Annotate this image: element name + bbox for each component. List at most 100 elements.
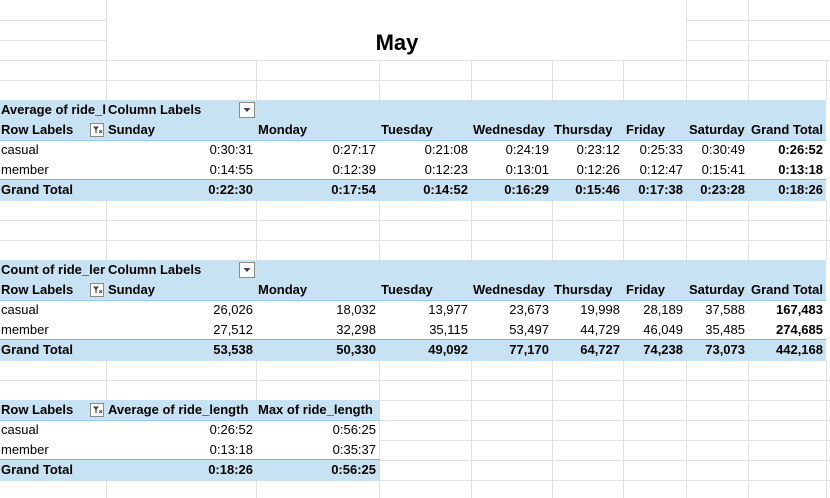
table-row: member 0:14:55 0:12:39 0:12:23 0:13:01 0… (0, 160, 826, 180)
value-cell[interactable]: 46,049 (643, 322, 683, 337)
dropdown-arrow-icon[interactable] (239, 102, 255, 118)
pivot2-col-header[interactable]: Sunday (108, 282, 155, 297)
total-cell[interactable]: 0:26:52 (778, 142, 823, 157)
pivot3-col-header[interactable]: Average of ride_length (108, 402, 249, 417)
pivot2-value-field[interactable]: Count of ride_ler (1, 262, 106, 277)
value-cell[interactable]: 53,497 (509, 322, 549, 337)
pivot1-col-header[interactable]: Sunday (108, 122, 155, 137)
total-cell[interactable]: 50,330 (336, 342, 376, 357)
value-cell[interactable]: 44,729 (580, 322, 620, 337)
pivot3-col-header[interactable]: Max of ride_length (258, 402, 373, 417)
row-label[interactable]: casual (1, 422, 39, 437)
value-cell[interactable]: 0:30:31 (209, 142, 253, 157)
pivot1-col-header[interactable]: Friday (626, 122, 666, 137)
total-cell[interactable]: 0:17:38 (638, 182, 683, 197)
pivot2-column-labels[interactable]: Column Labels (108, 262, 202, 277)
value-cell[interactable]: 0:56:25 (332, 422, 376, 437)
pivot2-col-header[interactable]: Saturday (689, 282, 745, 297)
row-label[interactable]: member (1, 442, 49, 457)
total-cell[interactable]: 0:22:30 (208, 182, 253, 197)
value-cell[interactable]: 0:12:26 (576, 162, 620, 177)
total-cell[interactable]: 49,092 (428, 342, 468, 357)
filter-icon[interactable] (90, 403, 104, 417)
value-cell[interactable]: 0:12:47 (639, 162, 683, 177)
grand-total-row: Grand Total 0:22:30 0:17:54 0:14:52 0:16… (0, 179, 826, 201)
value-cell[interactable]: 0:21:08 (424, 142, 468, 157)
total-cell[interactable]: 0:14:52 (423, 182, 468, 197)
total-cell[interactable]: 0:15:46 (575, 182, 620, 197)
filter-icon[interactable] (90, 283, 104, 297)
pivot1-col-header[interactable]: Saturday (689, 122, 745, 137)
total-cell[interactable]: 442,168 (776, 342, 823, 357)
pivot2-col-header[interactable]: Wednesday (473, 282, 546, 297)
value-cell[interactable]: 26,026 (213, 302, 253, 317)
pivot3-fields-row: Row Labels Average of ride_length Max of… (0, 400, 380, 421)
value-cell[interactable]: 0:24:19 (505, 142, 549, 157)
total-cell[interactable]: 53,538 (213, 342, 253, 357)
row-label[interactable]: casual (1, 142, 39, 157)
total-cell[interactable]: 77,170 (509, 342, 549, 357)
pivot2-row-labels[interactable]: Row Labels (1, 282, 74, 297)
value-cell[interactable]: 32,298 (336, 322, 376, 337)
value-cell[interactable]: 0:12:23 (424, 162, 468, 177)
total-cell[interactable]: 167,483 (776, 302, 823, 317)
grand-total-label[interactable]: Grand Total (1, 342, 73, 357)
value-cell[interactable]: 23,673 (509, 302, 549, 317)
pivot1-col-header[interactable]: Monday (258, 122, 308, 137)
pivot3-row-labels[interactable]: Row Labels (1, 402, 74, 417)
pivot2-col-header[interactable]: Tuesday (381, 282, 433, 297)
table-row: casual 26,026 18,032 13,977 23,673 19,99… (0, 300, 826, 320)
grand-total-label[interactable]: Grand Total (1, 182, 73, 197)
pivot1-col-header[interactable]: Tuesday (381, 122, 433, 137)
value-cell[interactable]: 19,998 (580, 302, 620, 317)
value-cell[interactable]: 0:30:49 (701, 142, 745, 157)
total-cell[interactable]: 0:18:26 (778, 182, 823, 197)
value-cell[interactable]: 0:25:33 (639, 142, 683, 157)
row-label[interactable]: member (1, 322, 49, 337)
total-cell[interactable]: 0:56:25 (331, 462, 376, 477)
total-cell[interactable]: 0:23:28 (700, 182, 745, 197)
pivot1-fields-row: Row Labels Sunday Monday Tuesday Wednesd… (0, 120, 826, 141)
value-cell[interactable]: 37,588 (705, 302, 745, 317)
dropdown-arrow-icon[interactable] (239, 262, 255, 278)
value-cell[interactable]: 28,189 (643, 302, 683, 317)
total-cell[interactable]: 0:18:26 (208, 462, 253, 477)
value-cell[interactable]: 0:23:12 (576, 142, 620, 157)
row-label[interactable]: casual (1, 302, 39, 317)
grand-total-row: Grand Total 0:18:26 0:56:25 (0, 459, 380, 481)
total-cell[interactable]: 74,238 (643, 342, 683, 357)
total-cell[interactable]: 64,727 (580, 342, 620, 357)
total-cell[interactable]: 0:13:18 (778, 162, 823, 177)
value-cell[interactable]: 27,512 (213, 322, 253, 337)
total-cell[interactable]: 73,073 (705, 342, 745, 357)
value-cell[interactable]: 0:26:52 (209, 422, 253, 437)
value-cell[interactable]: 35,115 (429, 322, 468, 337)
value-cell[interactable]: 0:14:55 (209, 162, 253, 177)
value-cell[interactable]: 18,032 (336, 302, 376, 317)
value-cell[interactable]: 0:35:37 (332, 442, 376, 457)
filter-icon[interactable] (90, 123, 104, 137)
value-cell[interactable]: 0:13:18 (209, 442, 253, 457)
pivot1-row-labels[interactable]: Row Labels (1, 122, 74, 137)
pivot2-col-header[interactable]: Thursday (554, 282, 613, 297)
pivot1-col-header[interactable]: Wednesday (473, 122, 546, 137)
value-cell[interactable]: 13,977 (428, 302, 468, 317)
pivot2-col-header[interactable]: Grand Total (751, 282, 823, 297)
total-cell[interactable]: 0:16:29 (504, 182, 549, 197)
value-cell[interactable]: 0:13:01 (505, 162, 549, 177)
value-cell[interactable]: 0:15:41 (701, 162, 745, 177)
value-cell[interactable]: 0:12:39 (332, 162, 376, 177)
total-cell[interactable]: 274,685 (776, 322, 823, 337)
total-cell[interactable]: 0:17:54 (331, 182, 376, 197)
value-cell[interactable]: 35,485 (705, 322, 745, 337)
pivot1-col-header[interactable]: Thursday (554, 122, 613, 137)
pivot2-col-header[interactable]: Monday (258, 282, 308, 297)
grand-total-label[interactable]: Grand Total (1, 462, 73, 477)
row-label[interactable]: member (1, 162, 49, 177)
pivot1-col-header[interactable]: Grand Total (751, 122, 823, 137)
pivot1-column-labels[interactable]: Column Labels (108, 102, 202, 117)
pivot2-col-header[interactable]: Friday (626, 282, 666, 297)
table-row: member 27,512 32,298 35,115 53,497 44,72… (0, 320, 826, 340)
pivot1-value-field[interactable]: Average of ride_l (1, 102, 107, 117)
value-cell[interactable]: 0:27:17 (332, 142, 376, 157)
